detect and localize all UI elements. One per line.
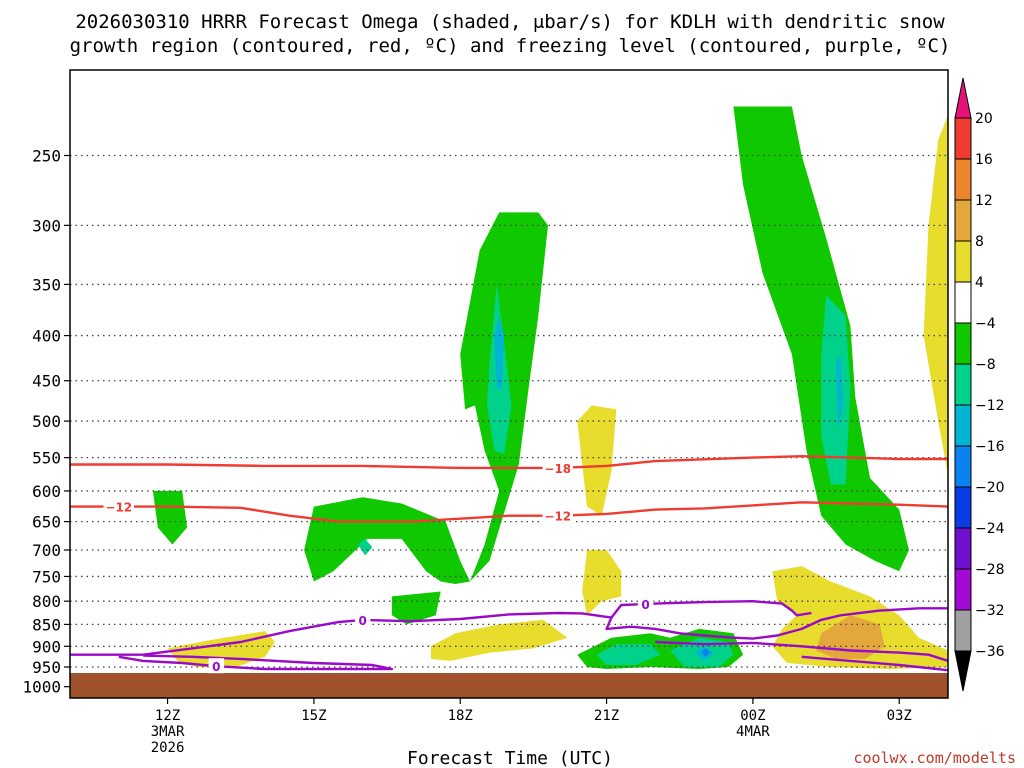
- purple-label-2: 0: [212, 660, 220, 674]
- ytick-label-250: 250: [32, 146, 61, 165]
- colorbar-segment-1: [954, 158, 972, 201]
- colorbar-segment-4: [954, 281, 972, 324]
- colorbar-label-0: 20: [975, 111, 993, 127]
- purple-contour-0: [70, 607, 948, 656]
- omega-region-0: [304, 212, 548, 584]
- colorbar-label-8: −16: [975, 439, 1005, 455]
- colorbar-segment-5: [954, 322, 972, 365]
- purple-contour-3: [655, 640, 948, 663]
- ytick-label-700: 700: [32, 541, 61, 560]
- xtick-label-4: 00Z: [740, 708, 765, 724]
- omega-region-8: [835, 354, 844, 429]
- omega-region-13: [701, 648, 710, 657]
- xtick-label-1: 15Z: [301, 708, 326, 724]
- purple-contour-4: [801, 655, 948, 672]
- colorbar-segment-7: [954, 404, 972, 447]
- ytick-label-1000: 1000: [22, 678, 61, 697]
- ytick-label-650: 650: [32, 513, 61, 532]
- omega-region-3: [357, 538, 373, 556]
- colorbar-segment-8: [954, 445, 972, 488]
- colorbar-label-10: −24: [975, 521, 1005, 537]
- omega-region-14: [923, 115, 948, 475]
- colorbar-segment-2: [954, 199, 972, 242]
- colorbar-label-2: 12: [975, 193, 993, 209]
- colorbar-segment-9: [954, 486, 972, 529]
- xtick-label-3: 21Z: [594, 708, 619, 724]
- ytick-label-400: 400: [32, 327, 61, 346]
- ytick-label-950: 950: [32, 658, 61, 677]
- red-label-1: −12: [105, 501, 132, 515]
- omega-region-6: [733, 106, 909, 572]
- red-label-bg-2: [542, 507, 574, 523]
- ytick-label-350: 350: [32, 275, 61, 294]
- chart-title-line-1: 2026030310 HRRR Forecast Omega (shaded, …: [75, 11, 945, 33]
- red-label-bg-1: [103, 498, 135, 514]
- colorbar-top-arrow: [954, 77, 972, 119]
- omega-region-4: [152, 490, 188, 545]
- colorbar-label-1: 16: [975, 152, 993, 168]
- contour-layer: −18 −12 −12 0 0 0: [70, 455, 948, 674]
- xtick-label-2: 18Z: [448, 708, 473, 724]
- credit-text: coolwx.com/modelts: [853, 749, 1016, 767]
- colorbar-bottom-arrow: [954, 650, 972, 692]
- colorbar-label-6: −8: [975, 357, 996, 373]
- ytick-label-850: 850: [32, 615, 61, 634]
- chart-title-line-2: growth region (contoured, red, ºC) and f…: [70, 35, 951, 57]
- plot-frame: [69, 69, 949, 699]
- colorbar-label-13: −36: [975, 644, 1005, 660]
- red-label-bg-0: [542, 459, 574, 475]
- ytick-label-450: 450: [32, 372, 61, 391]
- omega-region-5: [391, 591, 441, 625]
- ytick-label-600: 600: [32, 482, 61, 501]
- purple-label-bg-1: [637, 595, 654, 611]
- xtick-date-0: 3MAR: [151, 724, 185, 740]
- colorbar-label-11: −28: [975, 562, 1005, 578]
- colorbar-segment-3: [954, 240, 972, 283]
- omega-region-2: [494, 315, 505, 390]
- ytick-label-800: 800: [32, 592, 61, 611]
- colorbar: 20 16 12 8 4 −4 −8 −12 −16 −20 −24 −28 −32 −36: [954, 77, 1005, 692]
- colorbar-segment-6: [954, 363, 972, 406]
- xtick-date-4: 4MAR: [736, 724, 770, 740]
- red-label-0: −18: [544, 462, 571, 476]
- ytick-label-500: 500: [32, 412, 61, 431]
- colorbar-label-9: −20: [975, 480, 1005, 496]
- red-contour-1: [70, 501, 948, 523]
- ytick-label-900: 900: [32, 637, 61, 656]
- colorbar-label-3: 8: [975, 234, 984, 250]
- purple-label-bg-0: [354, 611, 371, 627]
- colorbar-segment-0: [954, 117, 972, 160]
- red-contour-0: [70, 455, 948, 470]
- omega-region-16: [582, 550, 622, 616]
- colorbar-segment-10: [954, 527, 972, 570]
- ytick-label-750: 750: [32, 567, 61, 586]
- ytick-label-300: 300: [32, 216, 61, 235]
- colorbar-label-12: −32: [975, 603, 1005, 619]
- purple-contour-1: [610, 600, 812, 619]
- omega-region-7: [821, 295, 851, 485]
- ytick-label-550: 550: [32, 449, 61, 468]
- colorbar-segment-11: [954, 568, 972, 611]
- colorbar-label-7: −12: [975, 398, 1005, 414]
- omega-region-17: [772, 566, 948, 669]
- ground-surface: [70, 673, 948, 698]
- x-axis-label: Forecast Time (UTC): [407, 748, 613, 768]
- colorbar-label-4: 4: [975, 275, 984, 291]
- purple-label-1: 0: [641, 598, 649, 612]
- omega-region-19: [431, 619, 568, 661]
- omega-region-15: [577, 405, 617, 516]
- xtick-year-0: 2026: [151, 740, 185, 756]
- xtick-label-0: 12Z: [155, 708, 180, 724]
- red-label-2: −12: [544, 510, 571, 524]
- xtick-label-5: 03Z: [887, 708, 912, 724]
- purple-contour-2: [118, 654, 394, 671]
- y-axis-ticks: 250 300 350 400 450 500 550 600 650 700 750 800 850 9…: [22, 146, 70, 697]
- colorbar-label-5: −4: [975, 316, 996, 332]
- omega-region-10: [596, 644, 661, 665]
- purple-label-bg-2: [208, 658, 225, 674]
- colorbar-segment-12: [954, 609, 972, 652]
- purple-label-0: 0: [358, 614, 366, 628]
